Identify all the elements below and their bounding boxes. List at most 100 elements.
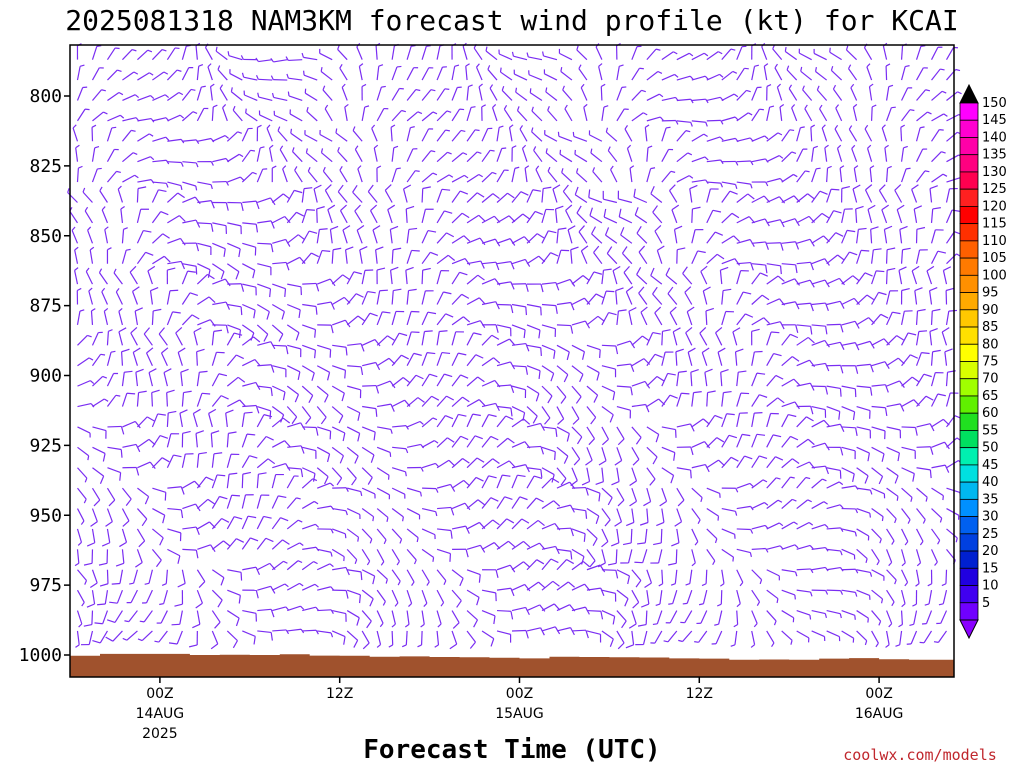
wind-barb [653,528,663,546]
wind-barb [167,161,184,167]
wind-barb [217,65,228,81]
wind-barb [451,174,469,183]
wind-barb [286,256,306,265]
wind-barb [914,287,923,305]
wind-barb [661,351,674,366]
wind-barb [691,133,708,142]
wind-barb [636,225,648,244]
wind-barb [736,392,750,407]
wind-barb [301,365,315,381]
wind-barb [884,144,889,162]
wind-barb [811,339,830,348]
wind-barb [361,269,374,285]
wind-barb [633,188,648,204]
wind-barb [302,426,319,436]
wind-barb [930,250,947,264]
wind-barb [751,328,760,346]
wind-barb [241,171,257,183]
wind-barb [811,501,828,510]
wind-barb [481,127,493,142]
colorbar-swatch [959,309,979,328]
wind-barb [197,200,215,209]
wind-barb [601,105,609,121]
wind-barb [611,528,620,547]
wind-barb [881,124,888,142]
wind-barb [676,487,685,507]
wind-barb [256,414,273,428]
wind-barb [421,311,437,326]
wind-barb [390,124,396,142]
wind-barb [167,237,186,246]
wind-barb [571,275,590,285]
colorbar-tick-label: 5 [982,596,990,611]
wind-barbs [67,42,965,650]
wind-barb [856,507,871,518]
wind-barb [946,528,958,543]
colorbar-swatch [959,326,979,345]
wind-barb [211,373,228,387]
wind-barb [685,326,693,346]
wind-barb [107,425,125,435]
wind-barb [115,287,123,305]
wind-barb [316,365,331,381]
wind-barb [417,630,423,648]
wind-barb [616,385,633,396]
wind-barb [106,394,121,407]
wind-barb [167,528,182,542]
wind-barb [196,273,215,285]
wind-barb [676,120,693,127]
wind-barb [331,528,347,539]
wind-barb [736,291,752,305]
wind-barb [826,630,841,642]
wind-barb [916,528,924,546]
wind-barb [685,569,693,586]
wind-barb [826,481,844,489]
wind-barb [886,106,896,122]
wind-barb [628,307,637,326]
wind-barb [304,130,318,142]
wind-barb [826,300,845,309]
wind-barb [620,549,633,564]
wind-barb [118,327,127,346]
wind-barb [617,190,633,204]
wind-barb [361,426,376,441]
wind-barb [406,227,418,244]
wind-barb [151,189,167,203]
wind-barb [626,144,633,162]
wind-barb [841,467,855,482]
wind-barb [137,133,154,142]
wind-barb [796,170,810,183]
wind-barb [121,248,131,264]
wind-barb [945,309,958,326]
wind-barb [436,395,455,407]
wind-barb [901,354,919,367]
wind-barb [436,88,450,101]
wind-barb [811,324,828,335]
wind-barb [855,205,864,223]
wind-barb [721,160,739,166]
wind-barb [868,83,874,101]
wind-barb [181,111,198,122]
wind-barb [257,630,273,641]
wind-barb [542,51,558,61]
wind-barb [361,610,372,629]
wind-barb [361,290,376,305]
wind-barb [391,247,402,264]
wind-barb [826,467,842,479]
wind-barb [167,486,185,495]
wind-barb [556,581,575,591]
wind-barb [706,231,724,244]
wind-barb [361,487,376,499]
wind-barb [197,263,211,278]
wind-barb [571,486,589,496]
wind-barb [302,282,320,292]
wind-barb [751,610,758,628]
wind-barb [556,365,569,383]
wind-barb [76,108,90,122]
wind-barb [84,206,93,224]
wind-barb [401,630,408,648]
wind-barb [659,487,668,507]
wind-barb [541,365,555,382]
wind-barb [257,283,272,298]
